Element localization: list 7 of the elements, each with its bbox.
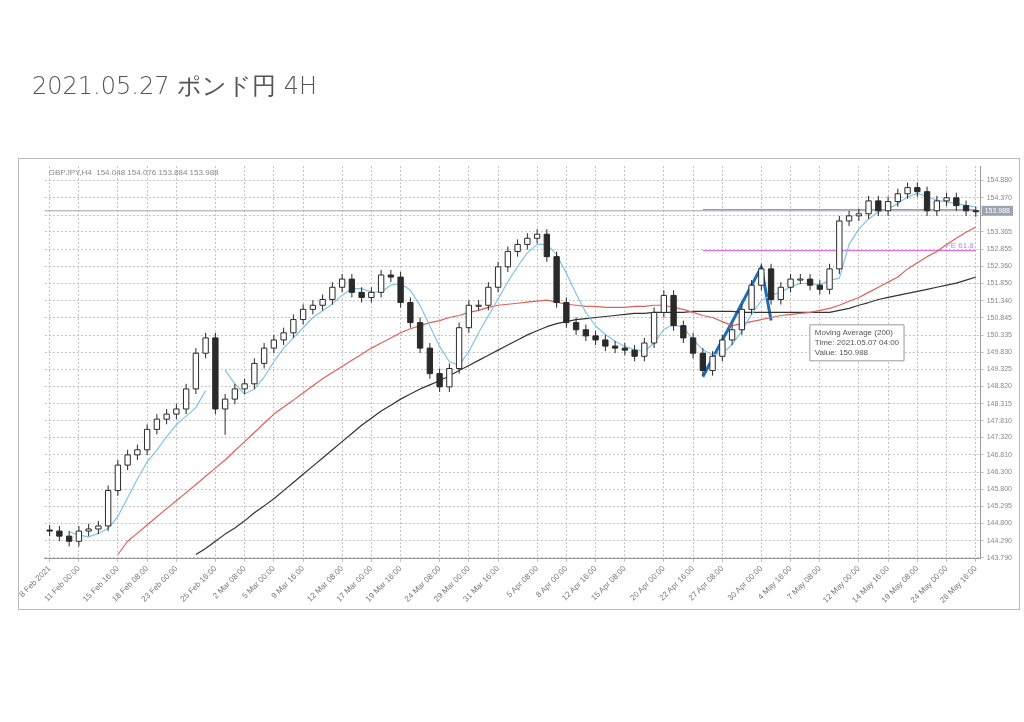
annotation: GBPJPY,H4 154.048 154.076 153.884 153.988: [48, 168, 220, 178]
candlestick: [202, 332, 209, 359]
chart-title: 2021.05.27 ポンド円 4H: [32, 71, 317, 102]
candlestick: [124, 449, 131, 471]
annotation: Moving Average (200) Time: 2021.05.07 04:00 Value: 150.988: [814, 328, 900, 358]
series-label: FE 61.8: [945, 240, 975, 250]
candlestick: [826, 263, 833, 295]
